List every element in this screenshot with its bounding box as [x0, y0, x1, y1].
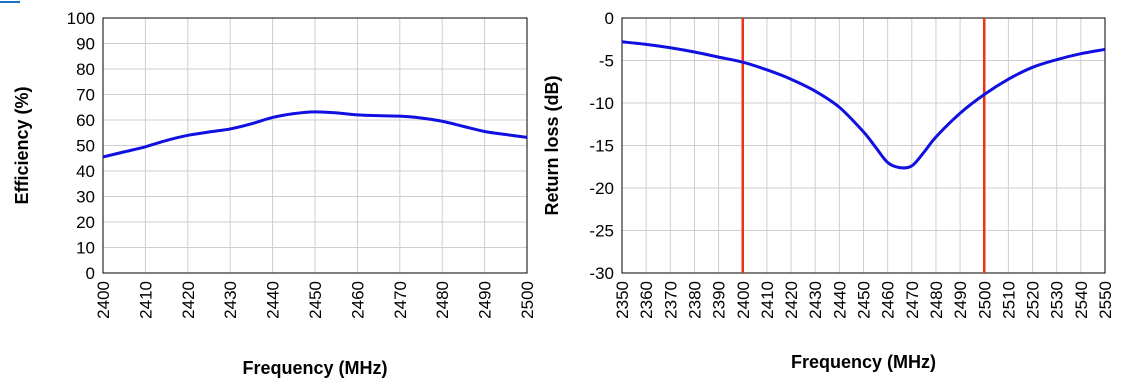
efficiency-y-axis-title: Efficiency (%)	[12, 86, 32, 204]
efficiency-ytick-label: 60	[76, 111, 95, 130]
return-loss-y-axis-title: Return loss (dB)	[542, 75, 562, 215]
efficiency-xtick-label: 2420	[179, 281, 198, 319]
efficiency-xtick-label: 2430	[221, 281, 240, 319]
efficiency-ytick-label: 70	[76, 86, 95, 105]
efficiency-xtick-label: 2410	[136, 281, 155, 319]
return-loss-ytick-label: -20	[589, 179, 614, 198]
return-loss-ytick-label: -15	[589, 137, 614, 156]
efficiency-ytick-label: 30	[76, 188, 95, 207]
return-loss-xtick-label: 2490	[951, 281, 970, 319]
efficiency-xtick-label: 2460	[348, 281, 367, 319]
return-loss-ytick-label: -30	[589, 264, 614, 283]
efficiency-ytick-label: 0	[86, 264, 95, 283]
return-loss-xtick-label: 2410	[758, 281, 777, 319]
return-loss-ytick-label: -25	[589, 222, 614, 241]
return-loss-xtick-label: 2450	[855, 281, 874, 319]
return-loss-xtick-label: 2440	[830, 281, 849, 319]
return-loss-xtick-label: 2510	[999, 281, 1018, 319]
efficiency-xtick-label: 2470	[391, 281, 410, 319]
return-loss-xtick-label: 2540	[1072, 281, 1091, 319]
return-loss-xtick-label: 2500	[975, 281, 994, 319]
efficiency-ytick-label: 80	[76, 60, 95, 79]
return-loss-series-line	[621, 40, 1106, 170]
return-loss-xtick-label: 2470	[903, 281, 922, 319]
efficiency-xtick-label: 2440	[264, 281, 283, 319]
efficiency-ytick-label: 100	[67, 9, 95, 28]
return-loss-x-axis-title: Frequency (MHz)	[791, 352, 936, 372]
return-loss-xtick-label: 2370	[661, 281, 680, 319]
return-loss-xtick-label: 2380	[685, 281, 704, 319]
efficiency-xtick-label: 2450	[306, 281, 325, 319]
return-loss-xtick-label: 2400	[734, 281, 753, 319]
efficiency-ytick-label: 10	[76, 239, 95, 258]
efficiency-x-axis-title: Frequency (MHz)	[242, 358, 387, 378]
return-loss-xtick-label: 2520	[1024, 281, 1043, 319]
return-loss-ytick-label: -10	[589, 94, 614, 113]
return-loss-xtick-label: 2550	[1096, 281, 1115, 319]
return-loss-ytick-label: 0	[605, 9, 614, 28]
efficiency-series-line	[102, 110, 528, 159]
return-loss-xtick-label: 2390	[710, 281, 729, 319]
efficiency-plot-frame	[102, 17, 528, 274]
return-loss-xtick-label: 2480	[927, 281, 946, 319]
return-loss-plot-frame	[621, 17, 1106, 274]
efficiency-chart: 0 10 20 30 40 50 60 70 80 90 100 2400 2410 2420 2430 24…	[12, 9, 537, 378]
efficiency-ytick-label: 20	[76, 213, 95, 232]
return-loss-xtick-label: 2460	[879, 281, 898, 319]
efficiency-ytick-label: 50	[76, 137, 95, 156]
efficiency-xtick-label: 2500	[518, 281, 537, 319]
efficiency-xtick-label: 2490	[476, 281, 495, 319]
return-loss-xtick-label: 2420	[782, 281, 801, 319]
return-loss-ytick-label: -5	[599, 52, 614, 71]
efficiency-xtick-label: 2480	[433, 281, 452, 319]
efficiency-ytick-label: 40	[76, 162, 95, 181]
efficiency-xtick-label: 2400	[94, 281, 113, 319]
return-loss-xtick-label: 2360	[637, 281, 656, 319]
efficiency-ytick-label: 90	[76, 35, 95, 54]
return-loss-xtick-label: 2350	[613, 281, 632, 319]
return-loss-xtick-label: 2530	[1048, 281, 1067, 319]
return-loss-xtick-label: 2430	[806, 281, 825, 319]
